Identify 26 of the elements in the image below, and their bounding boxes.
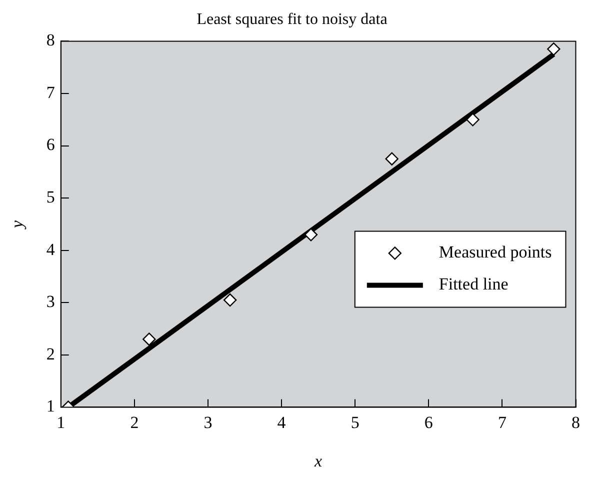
y-axis-title: y xyxy=(8,220,27,230)
point xyxy=(304,228,318,242)
legend-label: Measured points xyxy=(438,242,552,262)
x-tick-label: 8 xyxy=(572,412,580,432)
y-tick-label: 2 xyxy=(46,344,55,364)
y-tick-label: 4 xyxy=(46,240,56,259)
x-tick-label: 2 xyxy=(130,412,139,432)
point xyxy=(466,113,480,126)
point xyxy=(223,293,237,307)
y-tick-label: 5 xyxy=(46,188,55,207)
y-tick-label: 1 xyxy=(46,396,55,416)
y-tick-label: 6 xyxy=(46,135,55,154)
x-tick-label: 5 xyxy=(350,412,360,432)
point xyxy=(385,152,398,166)
x-tick-label: 3 xyxy=(204,412,212,432)
y-tick-label: 8 xyxy=(46,30,55,50)
x-tick-label: 7 xyxy=(498,412,507,432)
y-tick-label: 3 xyxy=(46,292,55,312)
point xyxy=(547,42,560,56)
y-tick-label: 7 xyxy=(46,82,56,102)
x-tick-label: 6 xyxy=(424,412,433,432)
x-tick-label: 4 xyxy=(277,412,286,432)
x-axis-title: x xyxy=(314,451,323,470)
point xyxy=(142,332,156,346)
legend-label: Fitted line xyxy=(438,274,508,294)
chart-title: Least squares fit to noisy data xyxy=(196,10,388,28)
